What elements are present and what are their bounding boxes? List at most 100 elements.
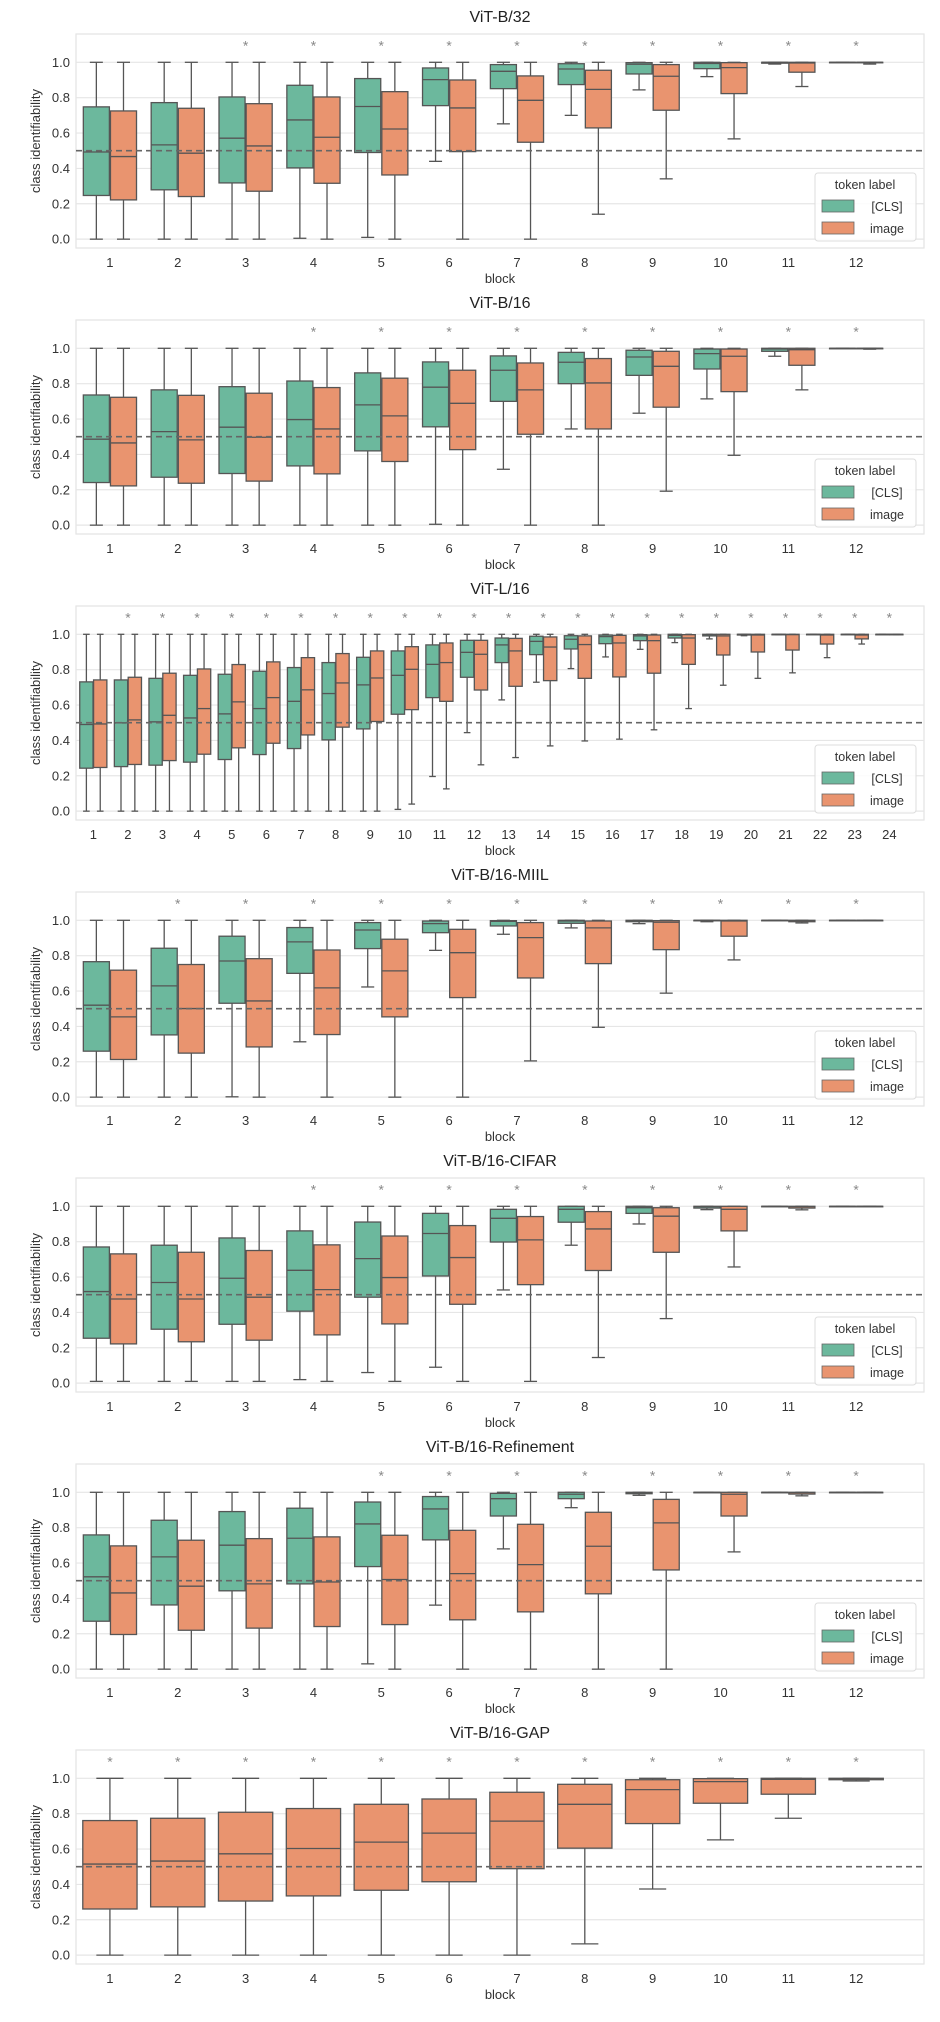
significance-marker: * (446, 324, 452, 340)
significance-marker: * (852, 610, 858, 626)
x-tick-label: 5 (378, 541, 385, 556)
box-cls-block-4 (286, 1205, 314, 1381)
x-tick-label: 11 (433, 827, 447, 842)
y-tick-label: 0.8 (52, 1806, 70, 1821)
box-cls-block-3 (218, 1491, 246, 1670)
panel-title: ViT-L/16 (470, 581, 529, 598)
box-image-block-10 (720, 1205, 748, 1268)
x-tick-label: 10 (713, 1685, 727, 1700)
box-cls-block-4 (286, 1491, 314, 1670)
box-cls-block-23 (840, 633, 856, 636)
x-tick-label: 16 (605, 827, 619, 842)
box-body (449, 369, 477, 451)
box-body (557, 1205, 585, 1223)
significance-marker: * (786, 38, 792, 54)
box-body (421, 67, 450, 107)
box-image-block-2 (177, 61, 206, 240)
box-body (652, 1498, 680, 1571)
x-tick-label: 4 (310, 1399, 317, 1414)
legend-swatch (821, 1629, 855, 1643)
significance-marker: * (748, 610, 754, 626)
box-image-block-3 (162, 633, 177, 812)
box-body (231, 663, 246, 749)
legend-label: [CLS] (871, 772, 902, 786)
significance-marker: * (718, 896, 724, 912)
y-tick-label: 0.4 (52, 1019, 70, 1034)
box-cls-block-9 (625, 919, 653, 925)
boxplot-panel: 0.00.20.40.60.81.01 2 3 4 5 6 7 8 9 10 11 12 13 14 15 1… (28, 581, 925, 858)
box-series-block-5 (353, 1777, 410, 1956)
x-tick-label: 5 (378, 1113, 385, 1128)
x-tick-label: 14 (536, 827, 550, 842)
significance-marker: * (582, 1468, 588, 1484)
box-body (788, 347, 816, 366)
box-image-block-11 (788, 1491, 816, 1497)
x-tick-label: 10 (713, 255, 727, 270)
y-tick-label: 0.0 (52, 1948, 70, 1963)
box-body (646, 634, 662, 674)
box-cls-block-19 (702, 633, 717, 640)
legend-swatch (821, 1079, 855, 1093)
y-axis-label: class identifiability (28, 660, 43, 765)
y-tick-label: 0.6 (52, 984, 70, 999)
box-series-block-7 (489, 1777, 545, 1956)
box-image-block-1 (109, 1205, 138, 1383)
significance-marker: * (175, 896, 181, 912)
box-cls-block-16 (598, 633, 613, 658)
x-tick-label: 12 (849, 1399, 863, 1414)
box-image-block-8 (584, 919, 613, 1028)
y-tick-label: 0.2 (52, 1340, 70, 1355)
significance-marker: * (650, 324, 656, 340)
box-cls-block-11 (425, 633, 440, 778)
box-body (473, 639, 489, 691)
significance-marker: * (650, 896, 656, 912)
box-image-block-10 (720, 61, 748, 140)
box-body (286, 380, 314, 467)
y-tick-label: 0.0 (52, 1376, 70, 1391)
box-cls-block-3 (218, 919, 246, 1098)
legend-title: token label (835, 178, 895, 192)
box-image-block-20 (750, 633, 766, 679)
legend: token label [CLS] image (814, 1030, 917, 1100)
box-body (127, 676, 143, 766)
significance-marker: * (506, 610, 512, 626)
box-body (109, 396, 138, 487)
legend-swatch (821, 1365, 855, 1379)
box-cls-block-1 (82, 1205, 111, 1383)
box-cls-block-4 (286, 61, 314, 239)
x-tick-label: 11 (782, 541, 796, 556)
x-tick-label: 11 (782, 1971, 796, 1986)
significance-marker: * (229, 610, 235, 626)
x-tick-label: 7 (513, 1399, 520, 1414)
x-tick-label: 8 (332, 827, 339, 842)
legend-label: image (870, 222, 904, 236)
significance-marker: * (514, 324, 520, 340)
x-tick-label: 7 (513, 1685, 520, 1700)
box-body (285, 1807, 342, 1897)
x-tick-label: 8 (581, 255, 588, 270)
x-tick-label: 9 (649, 255, 656, 270)
x-tick-label: 2 (174, 1971, 181, 1986)
box-body (381, 91, 409, 176)
box-body (177, 1251, 206, 1343)
legend: token label [CLS] image (814, 1602, 917, 1672)
box-body (557, 1783, 613, 1849)
box-body (286, 1507, 314, 1585)
x-axis-label: block (485, 557, 516, 572)
box-cls-block-8 (321, 633, 336, 812)
y-tick-label: 0.8 (52, 90, 70, 105)
legend: token label [CLS] image (814, 744, 917, 814)
box-body (286, 1230, 314, 1312)
box-image-block-6 (449, 1491, 477, 1670)
box-image-block-5 (231, 633, 246, 812)
box-body (182, 674, 198, 763)
x-tick-label: 3 (242, 1685, 249, 1700)
legend-swatch (821, 793, 855, 807)
box-body (381, 1235, 409, 1325)
box-cls-block-8 (557, 1205, 585, 1246)
y-tick-label: 0.6 (52, 1556, 70, 1571)
box-body (354, 372, 382, 452)
y-tick-label: 0.8 (52, 1234, 70, 1249)
box-body (421, 1495, 450, 1541)
box-cls-block-1 (82, 347, 111, 526)
